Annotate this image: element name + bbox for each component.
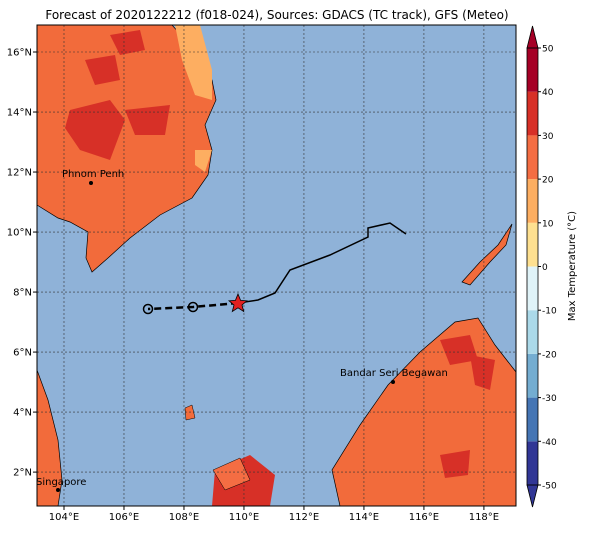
x-tick-label: 108°E	[169, 512, 199, 523]
malay-peninsula	[37, 369, 63, 506]
island	[212, 457, 251, 491]
colorbar-tick-label: 20	[542, 176, 554, 186]
borneo	[331, 317, 516, 506]
colorbar-tick-label: 30	[542, 132, 554, 142]
city-label: Bandar Seri Begawan	[340, 368, 448, 379]
forecast-position	[187, 301, 199, 313]
city-dot	[56, 488, 60, 492]
colorbar-segment	[527, 397, 538, 442]
forecast-track	[147, 301, 239, 311]
x-tick-label: 114°E	[349, 512, 379, 523]
warm-area	[195, 150, 212, 172]
current-position	[227, 292, 249, 313]
title: Forecast of 2020122212 (f018-024), Sourc…	[45, 8, 508, 22]
y-tick-label: 12°N	[7, 168, 32, 179]
hot-area	[65, 30, 170, 160]
colorbar-label: Max Temperature (°C)	[567, 211, 578, 321]
y-tick-label: 10°N	[7, 228, 32, 239]
colorbar-tick-label: 10	[542, 219, 554, 229]
map-frame	[36, 24, 517, 507]
colorbar-segment	[527, 179, 538, 223]
y-tick-label: 2°N	[13, 468, 32, 479]
city-dot	[89, 181, 93, 185]
colorbar: -50 -40 -30 -20 -10 0 10 20 30 40 50	[526, 25, 557, 508]
colorbar-extend	[526, 25, 539, 49]
y-tick-label: 4°N	[13, 408, 32, 419]
colorbar-segment	[527, 441, 538, 485]
colorbar-tick-label: 40	[542, 88, 554, 98]
x-tick-label: 104°E	[49, 512, 79, 523]
palawan	[461, 223, 513, 286]
city-label: Phnom Penh	[62, 169, 124, 180]
observed-track	[237, 222, 407, 304]
colorbar-segment	[527, 91, 538, 136]
x-tick-label: 118°E	[469, 512, 499, 523]
colorbar-segment	[527, 135, 538, 180]
map-area: Phnom Penh Bandar Seri Begawan Singapore	[36, 25, 516, 506]
y-tick-label: 16°N	[7, 48, 32, 59]
colorbar-tick-label: 50	[542, 45, 554, 55]
island	[184, 404, 196, 421]
colorbar-segment	[527, 48, 538, 92]
colorbar-extend	[526, 484, 539, 508]
colorbar-tick-label: -20	[542, 350, 557, 360]
colorbar-tick-label: 0	[542, 263, 548, 273]
colorbar-tick-label: -40	[542, 438, 557, 448]
x-tick-label: 116°E	[409, 512, 439, 523]
x-tick-label: 112°E	[289, 512, 319, 523]
city-label: Singapore	[36, 477, 86, 488]
colorbar-segment	[527, 266, 538, 311]
y-tick-label: 8°N	[13, 288, 32, 299]
forecast-position	[142, 303, 154, 315]
colorbar-segment	[527, 310, 538, 354]
warm-area	[175, 25, 212, 100]
colorbar-tick-label: -50	[542, 482, 557, 492]
colorbar-segment	[527, 222, 538, 267]
x-tick-label: 106°E	[109, 512, 139, 523]
colorbar-tick-label: -10	[542, 307, 557, 317]
y-tick-label: 6°N	[13, 348, 32, 359]
x-tick-label: 110°E	[229, 512, 259, 523]
city-dot	[391, 380, 395, 384]
y-tick-label: 14°N	[7, 108, 32, 119]
colorbar-segment	[527, 353, 538, 398]
colorbar-tick-label: -30	[542, 394, 557, 404]
